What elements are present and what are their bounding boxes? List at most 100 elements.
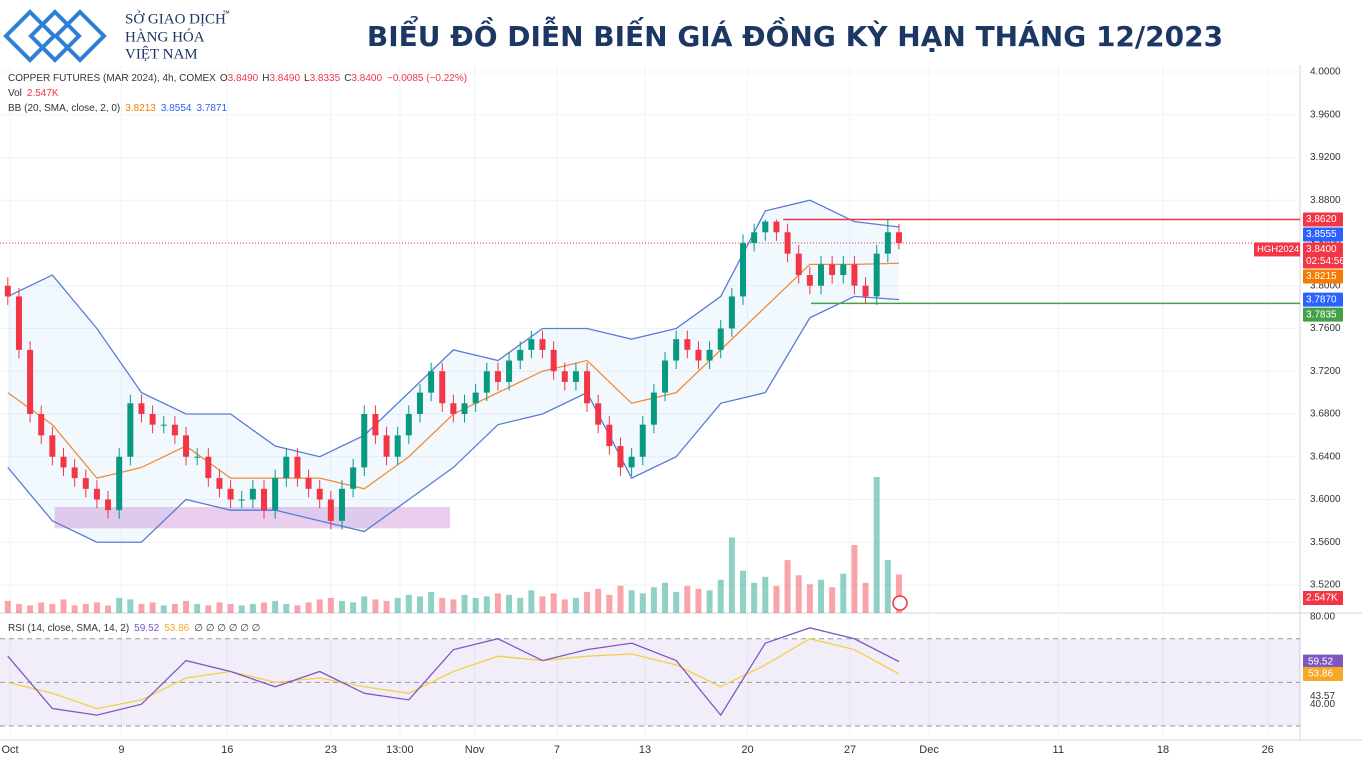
- candle-body: [517, 349, 524, 361]
- candle-body: [105, 499, 112, 511]
- alert-icon[interactable]: [892, 595, 908, 611]
- candle-body: [617, 446, 624, 468]
- volume-bar: [283, 603, 290, 613]
- x-tick-label: Nov: [465, 744, 485, 756]
- volume-tag: [1303, 591, 1343, 605]
- legend-line: COPPER FUTURES (MAR 2024), 4h, COMEX O3.8…: [8, 73, 467, 84]
- volume-bar: [194, 603, 201, 613]
- candle-body: [673, 339, 680, 361]
- volume-bar: [305, 602, 312, 613]
- legend-line: RSI (14, close, SMA, 14, 2) 59.52 53.86 ∅ ∅…: [8, 623, 260, 634]
- volume-bar: [272, 600, 279, 613]
- candle-body: [506, 360, 513, 382]
- candle-body: [261, 488, 268, 511]
- candle-body: [294, 456, 301, 479]
- price-tag: [1303, 227, 1343, 242]
- candle-body: [272, 478, 279, 511]
- logo-icon: [3, 9, 107, 63]
- volume-bar: [416, 596, 423, 613]
- y-tick-label: 3.9600: [1310, 109, 1341, 120]
- price-tag-label: 3.7835: [1306, 309, 1337, 320]
- volume-bar: [695, 588, 702, 613]
- legend-value: 3.8213: [125, 103, 156, 114]
- candle-body: [728, 296, 735, 329]
- candle-body: [684, 339, 691, 350]
- candle-body: [606, 424, 613, 447]
- candle-body: [216, 478, 223, 489]
- candle-body: [528, 339, 535, 350]
- candle-body: [327, 499, 334, 521]
- volume-bar: [650, 587, 657, 613]
- volume-bar: [439, 597, 446, 613]
- price-tag-sublabel: 02:54:56: [1306, 256, 1345, 267]
- volume-bar: [662, 582, 669, 613]
- candle-body: [383, 435, 390, 457]
- volume-bar: [116, 597, 123, 613]
- x-tick-label: Dec: [919, 744, 939, 756]
- trademark: ™: [222, 9, 230, 18]
- y-tick-label: 3.7200: [1310, 366, 1341, 377]
- candle-body: [472, 392, 479, 404]
- candle-body: [249, 488, 256, 500]
- price-tag: [1303, 242, 1343, 269]
- volume-bar: [338, 600, 345, 613]
- candle-body: [494, 371, 501, 382]
- volume-bar: [506, 594, 513, 613]
- candle-body: [428, 371, 435, 393]
- volume-bar: [528, 590, 535, 613]
- volume-bar: [595, 588, 602, 613]
- price-tag: [1303, 269, 1343, 284]
- candle-body: [227, 488, 234, 500]
- volume-bar: [15, 603, 22, 613]
- x-tick-label: 23: [325, 744, 337, 756]
- candle-body: [662, 360, 669, 393]
- x-tick-label: 7: [554, 744, 560, 756]
- y-tick-label: 3.8800: [1310, 195, 1341, 206]
- candle-body: [717, 328, 724, 350]
- symbol-tag-label: HGH2024: [1257, 244, 1299, 255]
- candle-body: [4, 285, 11, 297]
- y-tick-label: 3.6800: [1310, 409, 1341, 420]
- rsi-tick-label: 40.00: [1310, 699, 1335, 710]
- x-tick-label: 18: [1157, 744, 1169, 756]
- candle-body: [483, 371, 490, 393]
- volume-bar: [684, 585, 691, 613]
- legend-key: L: [304, 73, 310, 84]
- volume-bar: [38, 602, 45, 613]
- volume-bar: [572, 597, 579, 613]
- legend-value: 3.8335: [310, 73, 341, 84]
- volume-bar: [461, 594, 468, 613]
- candle-body: [561, 371, 568, 382]
- legend-line: BB (20, SMA, close, 2, 0) 3.8213 3.8554 3.7…: [8, 103, 227, 114]
- legend-key: BB (20, SMA, close, 2, 0): [8, 103, 120, 114]
- x-tick-label: 9: [118, 744, 124, 756]
- candle-body: [584, 371, 591, 404]
- price-tag: [1303, 212, 1343, 227]
- volume-bar: [784, 560, 791, 613]
- volume-bar: [327, 597, 334, 613]
- candle-body: [71, 467, 78, 479]
- volume-bar: [617, 585, 624, 613]
- candle-body: [15, 296, 22, 350]
- candle-body: [840, 264, 847, 276]
- legend-value: 3.7871: [196, 103, 227, 114]
- candle-body: [116, 456, 123, 511]
- candle-body: [439, 371, 446, 404]
- candle-body: [795, 253, 802, 276]
- volume-bar: [450, 599, 457, 613]
- volume-bar: [884, 560, 891, 613]
- volume-bar: [550, 593, 557, 613]
- candle-body: [127, 403, 134, 457]
- volume-bar: [472, 597, 479, 613]
- candle-body: [372, 413, 379, 436]
- legend-key: H: [262, 73, 269, 84]
- rsi-tag-label: 59.52: [1308, 656, 1333, 667]
- volume-bar: [216, 602, 223, 613]
- x-tick-label: 20: [741, 744, 753, 756]
- x-tick-label: 13: [639, 744, 651, 756]
- legend-value: 2.547K: [27, 88, 59, 99]
- candle-body: [361, 413, 368, 468]
- volume-bar: [249, 603, 256, 613]
- candle-body: [194, 456, 201, 458]
- volume-bar: [517, 597, 524, 613]
